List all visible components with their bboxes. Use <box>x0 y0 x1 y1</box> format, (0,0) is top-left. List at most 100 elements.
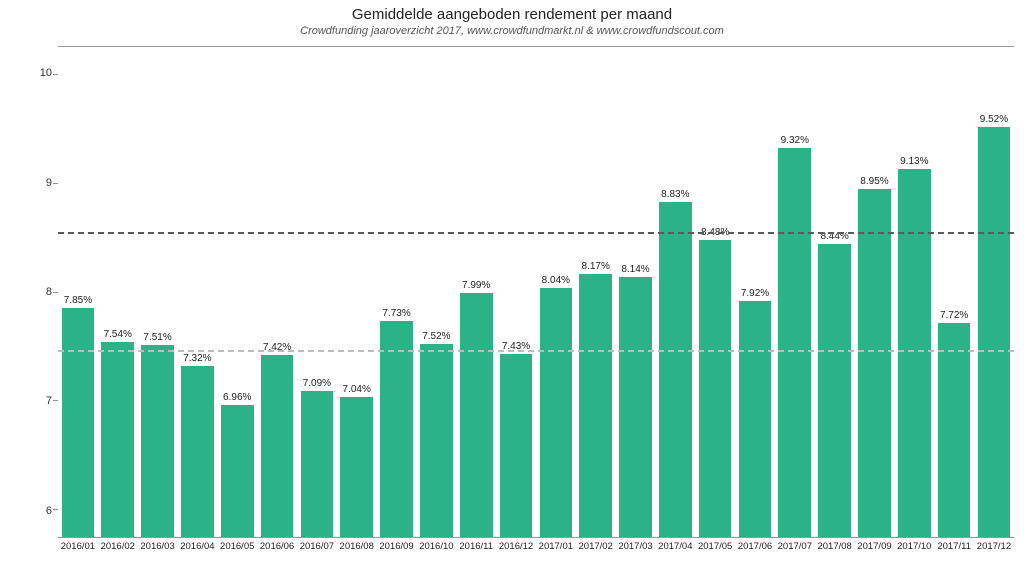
x-tick-label: 2016/10 <box>416 538 456 556</box>
x-tick-label: 2016/06 <box>257 538 297 556</box>
x-tick-label: 2016/12 <box>496 538 536 556</box>
bar-value-label: 7.51% <box>143 332 171 343</box>
x-tick-label: 2016/07 <box>297 538 337 556</box>
bar-slot: 8.14% <box>616 47 656 537</box>
bar-slot: 7.43% <box>496 47 536 537</box>
x-tick-label: 2016/08 <box>337 538 377 556</box>
bar <box>181 366 214 537</box>
bar <box>699 240 732 537</box>
reference-line-1 <box>58 232 1014 234</box>
bar-value-label: 9.52% <box>980 114 1008 125</box>
y-tick <box>53 292 58 293</box>
bar-slot: 8.83% <box>655 47 695 537</box>
bar-value-label: 7.73% <box>382 308 410 319</box>
bar <box>380 321 413 537</box>
bar-value-label: 7.92% <box>741 288 769 299</box>
bar-value-label: 8.17% <box>582 261 610 272</box>
bar <box>818 244 851 537</box>
y-tick-label: 8 <box>46 286 52 298</box>
x-tick-label: 2017/11 <box>934 538 974 556</box>
chart-area: 6 7 8 9 10 7.85% 7.54% 7.51% 7.32% 6.96% 7.42% 7.0… <box>30 46 1018 556</box>
bar-value-label: 7.04% <box>343 384 371 395</box>
x-tick-label: 2017/03 <box>616 538 656 556</box>
bar-slot: 7.52% <box>416 47 456 537</box>
bar-slot: 8.95% <box>855 47 895 537</box>
bar-slot: 7.51% <box>138 47 178 537</box>
bar <box>739 301 772 537</box>
bar-value-label: 9.32% <box>781 135 809 146</box>
y-tick <box>53 183 58 184</box>
bar-value-label: 7.09% <box>303 378 331 389</box>
bar-slot: 7.32% <box>177 47 217 537</box>
bar <box>778 148 811 537</box>
bar <box>500 354 533 537</box>
bar-value-label: 6.96% <box>223 392 251 403</box>
bar <box>619 277 652 537</box>
x-tick-label: 2017/02 <box>576 538 616 556</box>
x-tick-label: 2016/02 <box>98 538 138 556</box>
bar-slot: 9.32% <box>775 47 815 537</box>
bar-slot: 7.85% <box>58 47 98 537</box>
bar-value-label: 7.85% <box>64 295 92 306</box>
x-tick-label: 2016/03 <box>138 538 178 556</box>
x-tick-label: 2017/06 <box>735 538 775 556</box>
y-tick <box>53 74 58 75</box>
bar-value-label: 8.04% <box>542 275 570 286</box>
y-tick-label: 10 <box>40 67 52 79</box>
chart-title: Gemiddelde aangeboden rendement per maan… <box>0 6 1024 23</box>
x-tick-label: 2017/01 <box>536 538 576 556</box>
bar-value-label: 8.14% <box>621 264 649 275</box>
y-tick-label: 6 <box>46 505 52 517</box>
bar-slot: 9.13% <box>894 47 934 537</box>
bar <box>221 405 254 537</box>
y-tick-label: 7 <box>46 395 52 407</box>
bars-container: 7.85% 7.54% 7.51% 7.32% 6.96% 7.42% 7.09% 7.04%… <box>58 47 1014 537</box>
x-tick-label: 2017/10 <box>894 538 934 556</box>
x-tick-label: 2017/12 <box>974 538 1014 556</box>
bar <box>938 323 971 538</box>
y-tick <box>53 400 58 401</box>
bar-value-label: 7.32% <box>183 353 211 364</box>
bar-value-label: 8.95% <box>860 176 888 187</box>
bar-slot: 7.73% <box>377 47 417 537</box>
bar <box>460 293 493 537</box>
bar-slot: 7.04% <box>337 47 377 537</box>
x-tick-label: 2016/11 <box>456 538 496 556</box>
bar <box>579 274 612 538</box>
x-tick-label: 2016/09 <box>377 538 417 556</box>
bar-value-label: 7.52% <box>422 331 450 342</box>
bar-slot: 7.54% <box>98 47 138 537</box>
y-tick <box>53 509 58 510</box>
bar-slot: 7.99% <box>456 47 496 537</box>
bar-slot: 8.04% <box>536 47 576 537</box>
bar <box>141 345 174 537</box>
x-tick-label: 2016/01 <box>58 538 98 556</box>
bar <box>659 202 692 537</box>
x-tick-label: 2016/04 <box>177 538 217 556</box>
bar-slot: 7.09% <box>297 47 337 537</box>
bar <box>420 344 453 537</box>
bar <box>898 169 931 537</box>
bar <box>62 308 95 537</box>
bar <box>978 127 1011 538</box>
bar <box>340 397 373 537</box>
bar-slot: 9.52% <box>974 47 1014 537</box>
x-tick-label: 2016/05 <box>217 538 257 556</box>
bar <box>301 391 334 537</box>
x-tick-label: 2017/07 <box>775 538 815 556</box>
x-tick-label: 2017/08 <box>815 538 855 556</box>
bar <box>261 355 294 537</box>
bar-slot: 7.42% <box>257 47 297 537</box>
bar-value-label: 8.83% <box>661 189 689 200</box>
bar-slot: 6.96% <box>217 47 257 537</box>
bar-slot: 7.92% <box>735 47 775 537</box>
y-tick-label: 9 <box>46 177 52 189</box>
bar-slot: 8.48% <box>695 47 735 537</box>
bar-slot: 7.72% <box>934 47 974 537</box>
bar-value-label: 7.54% <box>104 329 132 340</box>
x-tick-label: 2017/09 <box>855 538 895 556</box>
plot-area: 7.85% 7.54% 7.51% 7.32% 6.96% 7.42% 7.09% 7.04%… <box>58 46 1014 538</box>
bar <box>101 342 134 537</box>
title-block: Gemiddelde aangeboden rendement per maan… <box>0 0 1024 37</box>
bar-slot: 8.17% <box>576 47 616 537</box>
